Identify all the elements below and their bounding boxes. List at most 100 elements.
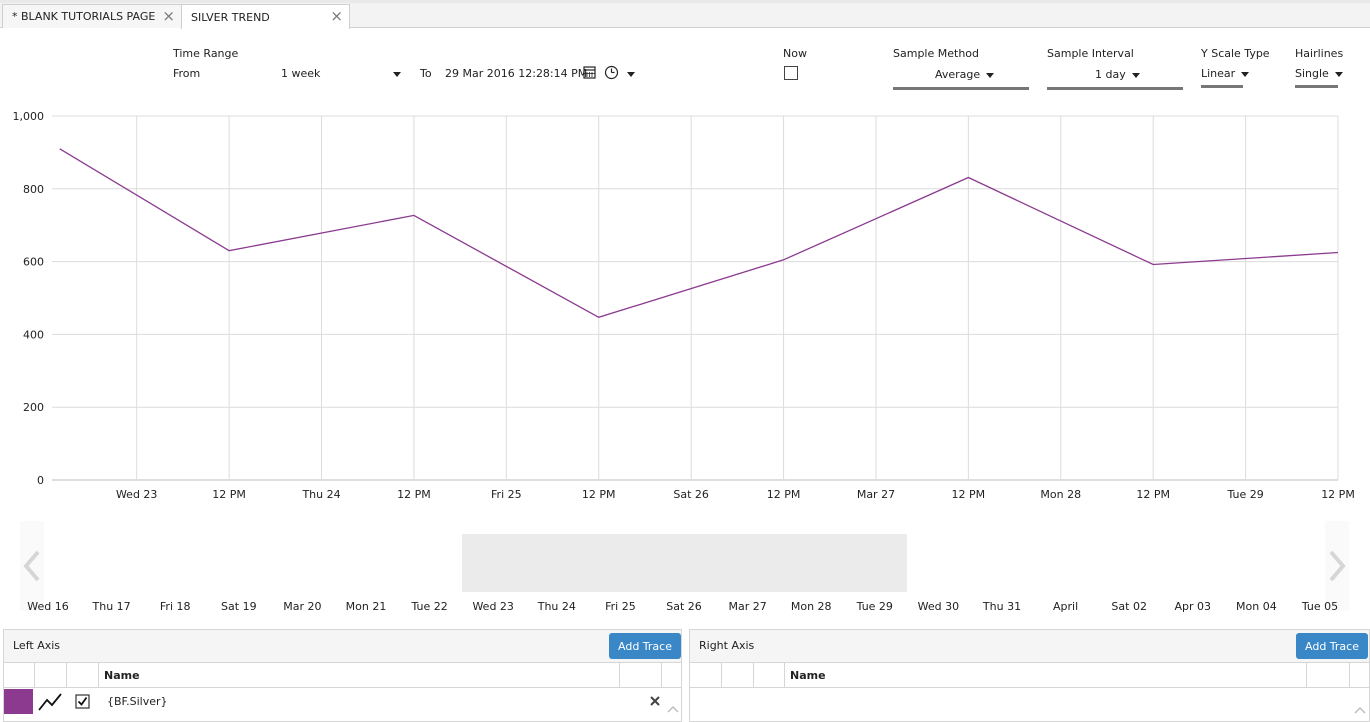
right-axis-header: Right Axis Add Trace xyxy=(690,630,1369,662)
navigator-date-label: Tue 22 xyxy=(410,600,447,613)
y-scale-value: Linear xyxy=(1201,67,1236,80)
tab-label: SILVER TREND xyxy=(191,10,270,24)
chevron-right-icon[interactable] xyxy=(1325,521,1349,611)
x-tick-label: Wed 23 xyxy=(116,488,157,501)
left-grid-header: Name xyxy=(4,662,681,688)
navigator-date-label: Mon 28 xyxy=(791,600,832,613)
navigator-date-label: Wed 30 xyxy=(918,600,959,613)
chevron-up-icon[interactable] xyxy=(1354,706,1366,715)
hairlines-label: Hairlines xyxy=(1295,47,1344,60)
sample-interval-dropdown[interactable]: 1 day xyxy=(1095,68,1140,81)
chevron-left-icon[interactable] xyxy=(20,521,44,611)
left-add-trace-button[interactable]: Add Trace xyxy=(609,633,681,659)
navigator-date-label: Thu 24 xyxy=(537,600,576,613)
from-dropdown[interactable]: 1 week xyxy=(281,67,321,80)
right-grid-header: Name xyxy=(690,662,1369,688)
range-selector-window[interactable] xyxy=(462,534,907,592)
x-tick-label: 12 PM xyxy=(767,488,801,501)
hairlines-value: Single xyxy=(1295,67,1329,80)
y-tick-label: 600 xyxy=(23,256,44,269)
tab-bar: * BLANK TUTORIALS PAGE × SILVER TREND × xyxy=(0,0,1370,29)
sample-method-underline xyxy=(893,87,1029,90)
to-datetime-field[interactable]: 29 Mar 2016 12:28:14 PM xyxy=(445,67,588,80)
navigator-date-label: Sat 26 xyxy=(666,600,702,613)
sample-interval-value: 1 day xyxy=(1095,68,1126,81)
trace-color-swatch[interactable] xyxy=(4,689,33,714)
series-line[interactable] xyxy=(59,148,1339,319)
chevron-down-icon xyxy=(1131,72,1140,78)
tab-blank-tutorials[interactable]: * BLANK TUTORIALS PAGE × xyxy=(2,4,182,28)
x-tick-label: Fri 25 xyxy=(491,488,522,501)
sample-method-value: Average xyxy=(935,68,981,81)
navigator-date-label: Mar 27 xyxy=(728,600,766,613)
right-add-trace-button[interactable]: Add Trace xyxy=(1296,633,1368,659)
close-icon[interactable]: × xyxy=(330,7,343,25)
x-tick-label: Tue 29 xyxy=(1226,488,1263,501)
hairlines-dropdown[interactable]: Single xyxy=(1295,67,1343,80)
navigator-date-label: Mon 04 xyxy=(1236,600,1277,613)
navigator-date-label: Mar 20 xyxy=(283,600,321,613)
x-tick-label: 12 PM xyxy=(952,488,986,501)
chevron-down-icon[interactable] xyxy=(627,72,635,77)
name-column-header[interactable]: Name xyxy=(790,669,826,682)
y-scale-dropdown[interactable]: Linear xyxy=(1201,67,1250,80)
calendar-icon[interactable] xyxy=(583,65,597,79)
navigator-date-label: Tue 29 xyxy=(856,600,893,613)
delete-icon[interactable] xyxy=(649,695,661,707)
x-tick-label: Mon 28 xyxy=(1040,488,1081,501)
chevron-down-icon xyxy=(1241,71,1250,77)
y-scale-underline xyxy=(1201,85,1243,88)
navigator-date-label: Mon 21 xyxy=(346,600,387,613)
sample-interval-underline xyxy=(1047,87,1183,90)
navigator-date-label: Wed 16 xyxy=(27,600,68,613)
y-tick-label: 800 xyxy=(23,183,44,196)
navigator-date-label: Thu 17 xyxy=(92,600,131,613)
x-tick-label: Mar 27 xyxy=(857,488,895,501)
right-axis-title: Right Axis xyxy=(699,639,755,652)
trend-chart[interactable]: 1,000 800 600 400 200 0 Wed 23 12 PM Thu 24 12 PM… xyxy=(0,100,1370,510)
trace-name: {BF.Silver} xyxy=(107,695,168,708)
tab-bar-top xyxy=(0,0,1370,3)
x-tick-label: Thu 24 xyxy=(301,488,340,501)
navigator-date-label: Sat 19 xyxy=(221,600,257,613)
x-tick-label: 12 PM xyxy=(212,488,246,501)
navigator-timeline: Wed 16 Thu 17 Fri 18 Sat 19 Mar 20 Mon 21 Tue … xyxy=(27,600,1338,613)
navigator-date-label: Sat 02 xyxy=(1111,600,1147,613)
chevron-down-icon xyxy=(986,72,995,78)
x-tick-label: Sat 26 xyxy=(673,488,709,501)
sample-method-label: Sample Method xyxy=(893,47,979,60)
now-label: Now xyxy=(783,47,807,60)
left-axis-header: Left Axis Add Trace xyxy=(4,630,681,662)
line-style-icon[interactable] xyxy=(37,691,63,713)
tab-label: * BLANK TUTORIALS PAGE xyxy=(12,10,156,23)
y-tick-label: 200 xyxy=(23,401,44,414)
x-tick-label: 12 PM xyxy=(397,488,431,501)
navigator-date-label: Fri 25 xyxy=(605,600,636,613)
x-tick-label: 12 PM xyxy=(1321,488,1355,501)
hairlines-underline xyxy=(1295,85,1338,88)
to-label: To xyxy=(420,67,432,80)
clock-icon[interactable] xyxy=(604,65,619,80)
y-tick-label: 400 xyxy=(23,328,44,341)
y-tick-label: 1,000 xyxy=(13,110,45,123)
chevron-down-icon xyxy=(1334,71,1343,77)
trace-visible-checkbox[interactable] xyxy=(75,694,90,709)
navigator-date-label: Tue 05 xyxy=(1301,600,1338,613)
now-checkbox[interactable] xyxy=(784,66,798,80)
x-tick-label: 12 PM xyxy=(1136,488,1170,501)
sample-method-dropdown[interactable]: Average xyxy=(935,68,995,81)
y-scale-label: Y Scale Type xyxy=(1201,47,1270,60)
from-label: From xyxy=(173,67,201,80)
chevron-down-icon[interactable] xyxy=(393,72,401,77)
table-row[interactable]: {BF.Silver} xyxy=(4,689,683,715)
x-tick-label: 12 PM xyxy=(582,488,616,501)
close-icon[interactable]: × xyxy=(162,7,175,25)
name-column-header[interactable]: Name xyxy=(104,669,140,682)
left-axis-panel: Left Axis Add Trace Name {BF.Silver} xyxy=(3,629,682,722)
chevron-up-icon[interactable] xyxy=(667,705,679,714)
tab-silver-trend[interactable]: SILVER TREND × xyxy=(181,4,350,29)
sample-interval-label: Sample Interval xyxy=(1047,47,1134,60)
navigator-date-label: Fri 18 xyxy=(160,600,191,613)
y-tick-label: 0 xyxy=(37,474,44,487)
right-axis-panel: Right Axis Add Trace Name xyxy=(689,629,1370,722)
